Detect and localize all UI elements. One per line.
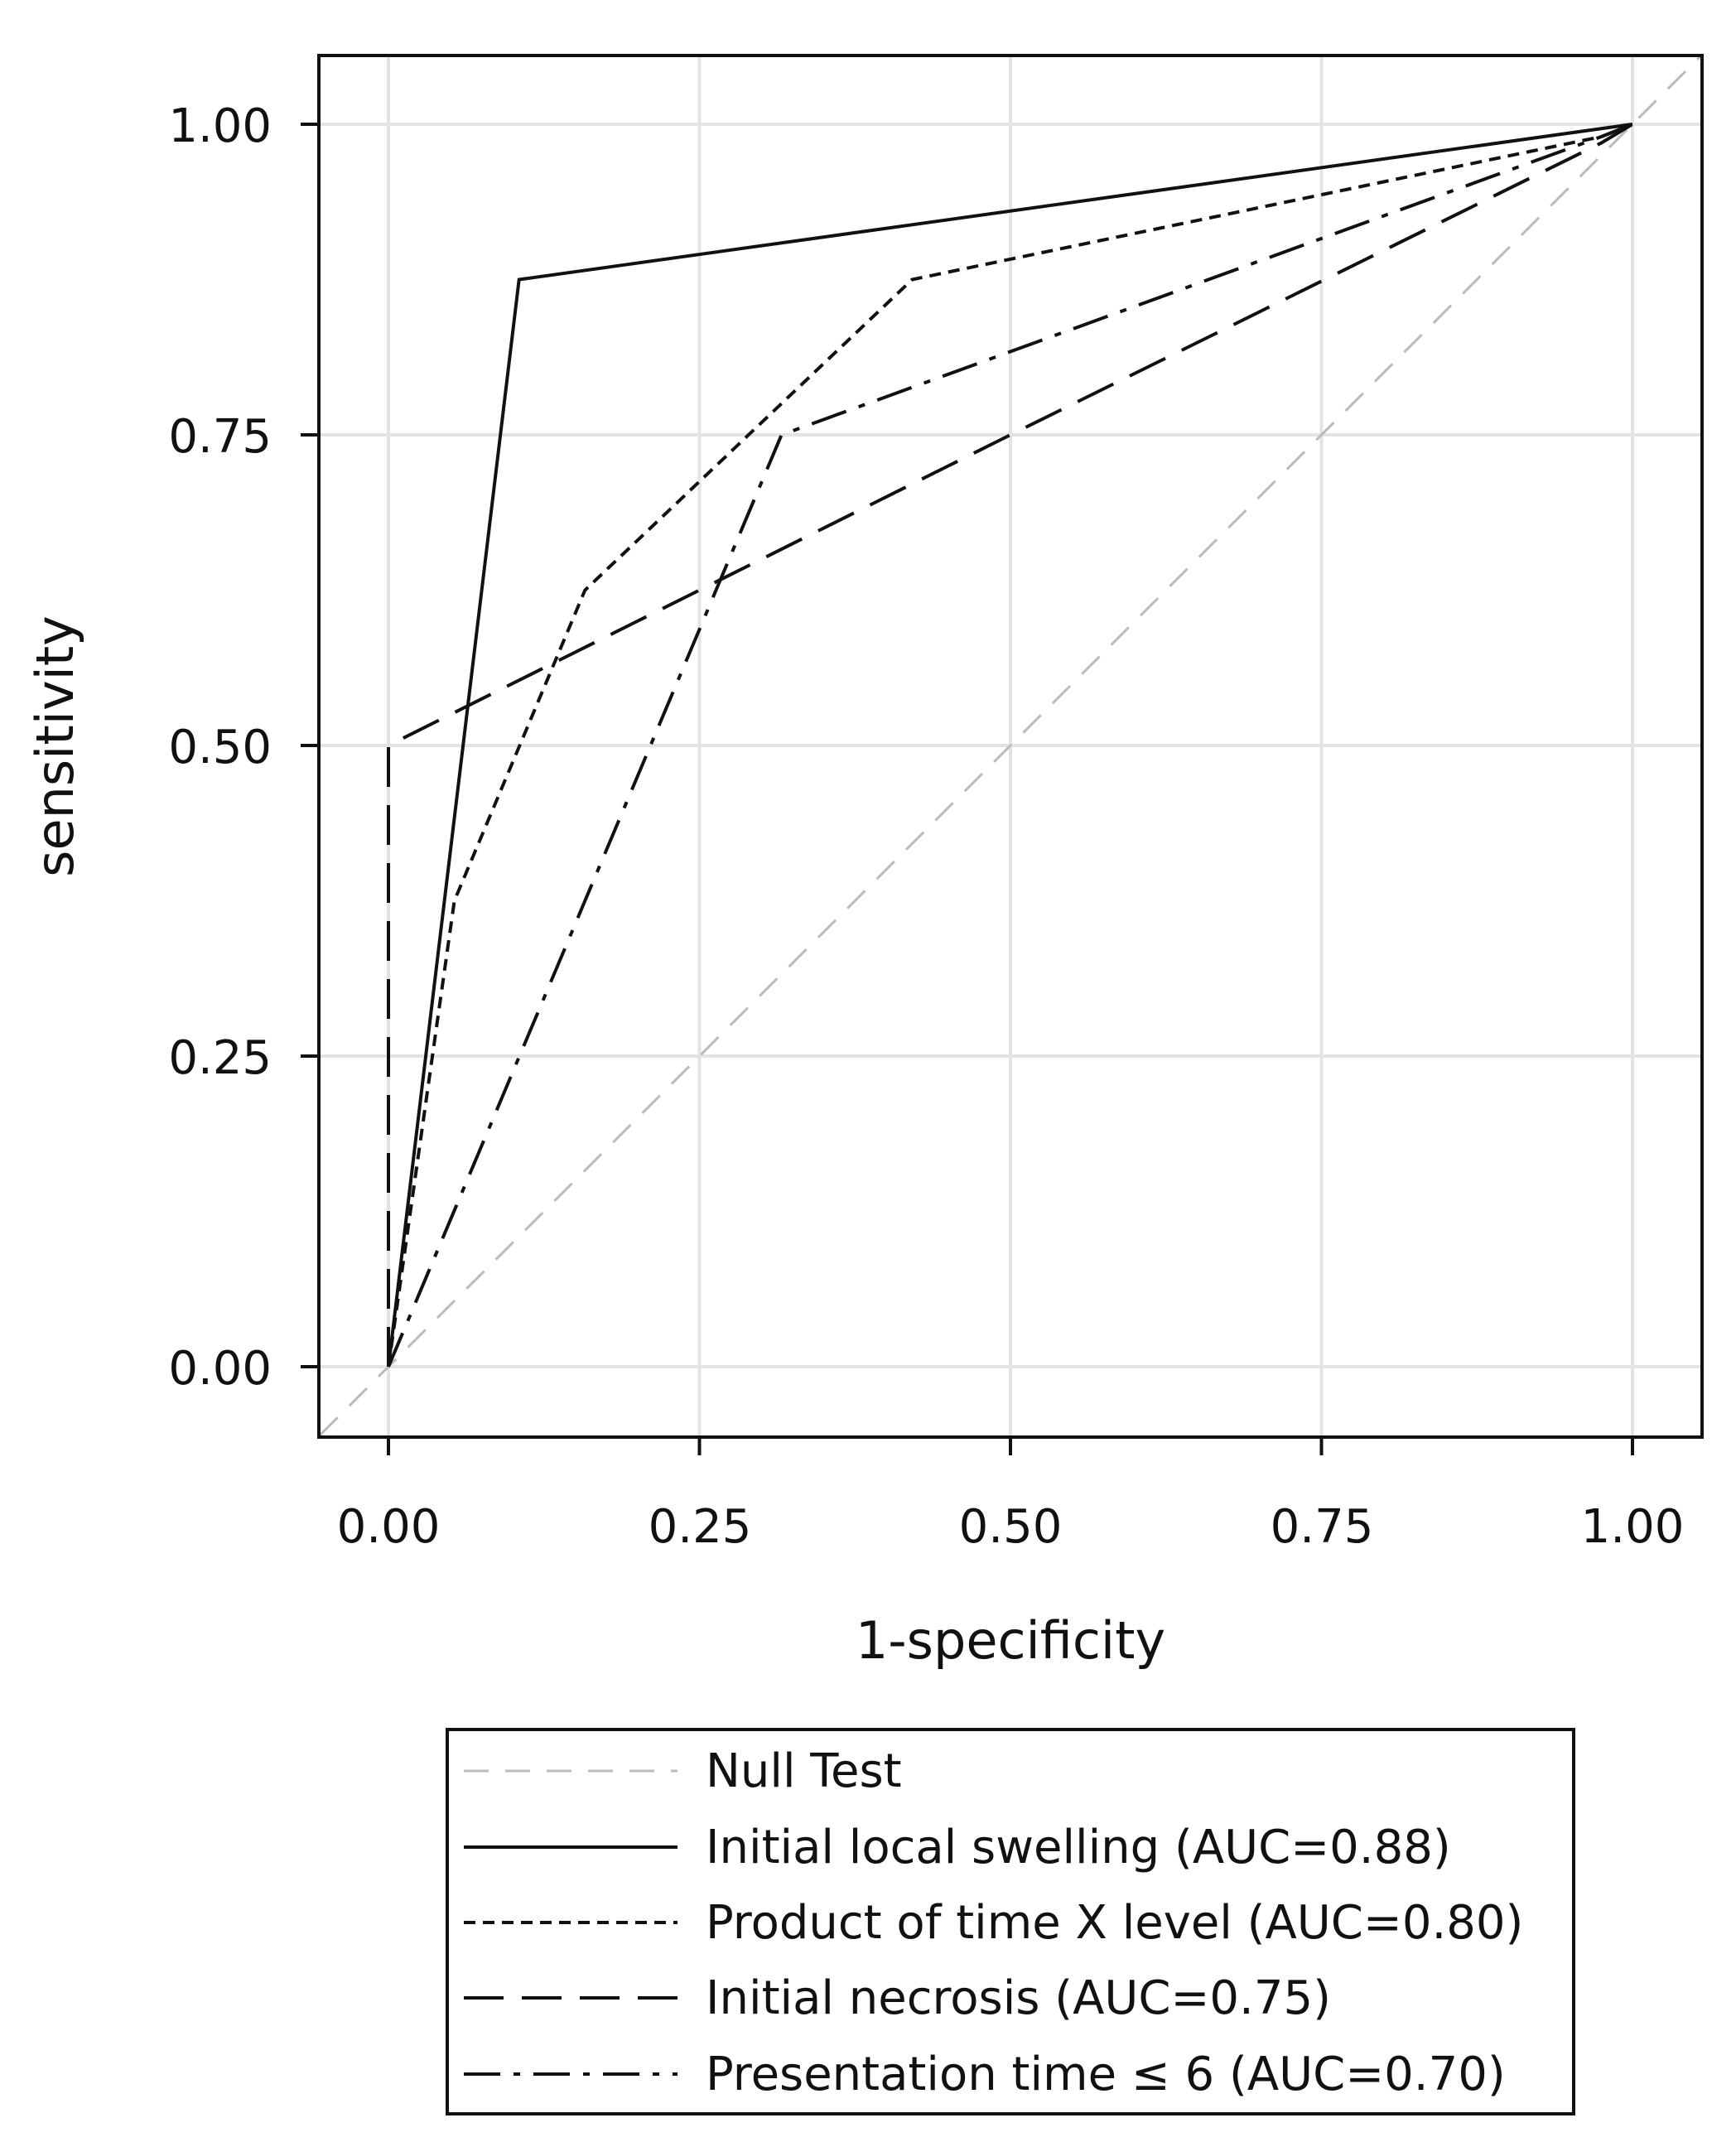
legend-label-initial-necrosis: Initial necrosis (AUC=0.75) <box>706 1971 1331 2025</box>
legend: Null Test Initial local swelling (AUC=0.… <box>446 1728 1575 2115</box>
x-tick-label-4: 1.00 <box>1581 1500 1685 1554</box>
axis-ticks <box>301 123 1634 1455</box>
x-tick-label-2: 0.50 <box>959 1500 1063 1554</box>
presentation-time-line <box>387 123 1633 1368</box>
legend-label-initial-local-swelling: Initial local swelling (AUC=0.88) <box>706 1821 1451 1874</box>
x-tick-labels: 0.00 0.25 0.50 0.75 1.00 <box>337 1500 1685 1554</box>
y-tick-label-0: 0.00 <box>168 1342 272 1396</box>
null-test-line <box>319 55 1702 1436</box>
y-tick-labels: 0.00 0.25 0.50 0.75 1.00 <box>168 99 272 1396</box>
x-tick-label-0: 0.00 <box>337 1500 441 1554</box>
x-tick-label-1: 0.25 <box>649 1500 752 1554</box>
y-tick-label-3: 0.75 <box>168 410 272 464</box>
x-tick-label-3: 0.75 <box>1271 1500 1374 1554</box>
series-lines <box>319 55 1702 1436</box>
x-axis-title: 1-specificity <box>856 1610 1165 1671</box>
legend-box <box>446 1728 1575 2115</box>
initial-necrosis-line <box>387 123 1634 1367</box>
legend-label-null-test: Null Test <box>706 1744 902 1798</box>
y-axis-title: sensitivity <box>25 615 85 877</box>
initial-local-swelling-line <box>387 123 1633 1368</box>
legend-keys <box>464 1769 678 2076</box>
y-tick-label-2: 0.50 <box>168 721 272 774</box>
legend-label-presentation-time: Presentation time ≤ 6 (AUC=0.70) <box>706 2048 1506 2101</box>
y-tick-label-1: 0.25 <box>168 1031 272 1085</box>
y-tick-label-4: 1.00 <box>168 99 272 153</box>
legend-label-product-of-time-x-level: Product of time X level (AUC=0.80) <box>706 1896 1523 1950</box>
